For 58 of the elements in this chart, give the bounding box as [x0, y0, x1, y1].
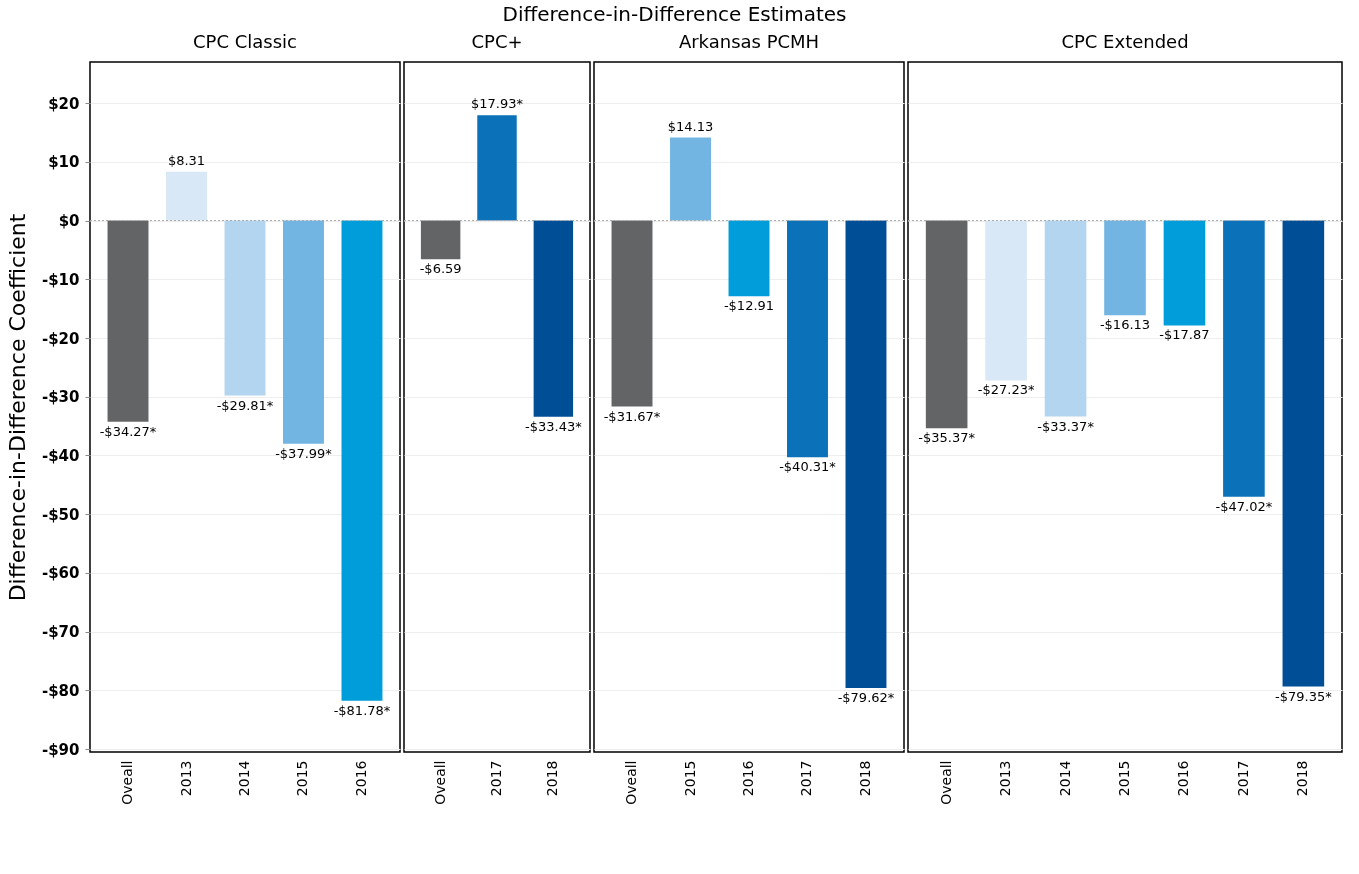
data-label: -$29.81*: [216, 397, 274, 413]
x-tick-label: 2015: [681, 760, 698, 797]
data-label: -$35.37*: [918, 430, 976, 446]
y-tick-label: -$40: [41, 446, 80, 465]
y-tick-label: $0: [58, 212, 80, 231]
x-tick-label: 2014: [236, 760, 252, 797]
y-tick-label: $10: [48, 153, 80, 172]
y-tick-label: -$10: [41, 270, 80, 289]
x-tick-label: 2014: [1056, 760, 1073, 797]
x-tick-label: Oveall: [119, 760, 136, 805]
data-label: -$12.91: [723, 298, 775, 314]
text: Difference-in-Difference Estimates: [502, 2, 847, 27]
x-tick-label: 2018: [1294, 760, 1311, 797]
data-label: -$34.27*: [99, 423, 157, 439]
y-axis-title: Difference-in-Difference Coefficient: [4, 213, 30, 602]
data-label: -$17.87: [1159, 327, 1210, 343]
y-tick-label: -$20: [41, 329, 80, 348]
data-label: -$31.67*: [603, 408, 661, 424]
data-label: $8.31: [167, 152, 206, 168]
x-tick-label: 2017: [798, 760, 815, 797]
x-tick-label: Oveall: [623, 760, 640, 805]
chart-title: CPC+: [471, 31, 523, 52]
y-tick-label: -$50: [41, 505, 80, 524]
y-tick-label: -$70: [41, 623, 80, 642]
data-label: -$6.59: [419, 261, 462, 277]
y-tick-label: -$80: [41, 681, 80, 700]
y-tick-label: -$30: [41, 388, 80, 407]
x-tick-label: 2017: [1234, 760, 1251, 797]
x-tick-label: Oveall: [937, 760, 954, 805]
data-label: $14.13: [667, 118, 714, 134]
data-label: -$79.62*: [837, 690, 895, 706]
y-tick-label: -$60: [41, 564, 80, 583]
data-label: -$40.31*: [779, 459, 837, 475]
x-tick-label: 2016: [740, 760, 756, 797]
data-label: -$79.35*: [1275, 688, 1333, 704]
data-label: -$81.78*: [333, 702, 391, 718]
data-label: -$16.13: [1099, 317, 1151, 333]
chart-title: Arkansas PCMH: [678, 31, 820, 52]
chart-title: CPC Extended: [1061, 31, 1189, 52]
x-tick-label: 2013: [177, 760, 194, 797]
y-tick-label: $20: [48, 94, 80, 113]
x-tick-label: 2018: [856, 760, 873, 797]
data-label: -$33.37*: [1037, 418, 1095, 434]
x-tick-label: 2018: [544, 760, 561, 797]
y-tick-label: -$90: [41, 740, 80, 759]
data-label: $17.93*: [471, 96, 524, 112]
x-tick-label: 2013: [997, 760, 1014, 797]
x-tick-label: 2016: [352, 760, 369, 797]
x-tick-label: 2015: [294, 760, 311, 797]
x-tick-label: 2016: [1175, 760, 1192, 797]
data-label: -$47.02*: [1215, 498, 1273, 514]
chart-title: CPC Classic: [193, 31, 297, 52]
data-label: -$37.99*: [275, 445, 333, 461]
data-label: -$33.43*: [525, 418, 583, 434]
x-tick-label: 2017: [488, 760, 504, 797]
data-label: -$27.23*: [977, 382, 1035, 398]
x-tick-label: Oveall: [431, 760, 448, 805]
x-tick-label: 2015: [1116, 760, 1132, 797]
